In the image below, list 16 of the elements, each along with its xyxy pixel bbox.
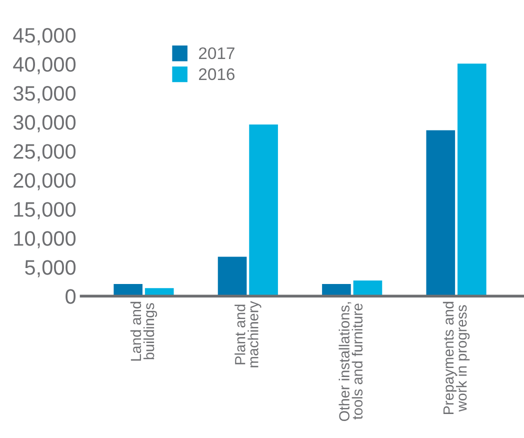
legend-label: 2016 xyxy=(199,68,235,80)
y-tick-label: 15,000 xyxy=(14,202,76,220)
y-tick-label: 35,000 xyxy=(13,86,76,104)
y-tick-label: 20,000 xyxy=(14,173,76,190)
y-tick-label: 0 xyxy=(66,289,76,304)
x-tick-label: Other installations, tools and furniture xyxy=(338,302,363,422)
y-tick-label: 45,000 xyxy=(13,28,76,46)
y-tick-label: 5,000 xyxy=(25,260,76,278)
y-tick-label: 30,000 xyxy=(13,115,76,132)
x-tick-label: Prepayments and work in progress xyxy=(442,302,470,414)
legend-label: 2017 xyxy=(199,47,234,60)
x-tick-label: Land and buildings xyxy=(130,302,158,361)
y-tick-label: 40,000 xyxy=(13,57,76,74)
x-tick-label: Plant and machinery xyxy=(234,300,262,368)
y-tick-label: 25,000 xyxy=(14,144,76,162)
y-tick-label: 10,000 xyxy=(14,231,76,248)
